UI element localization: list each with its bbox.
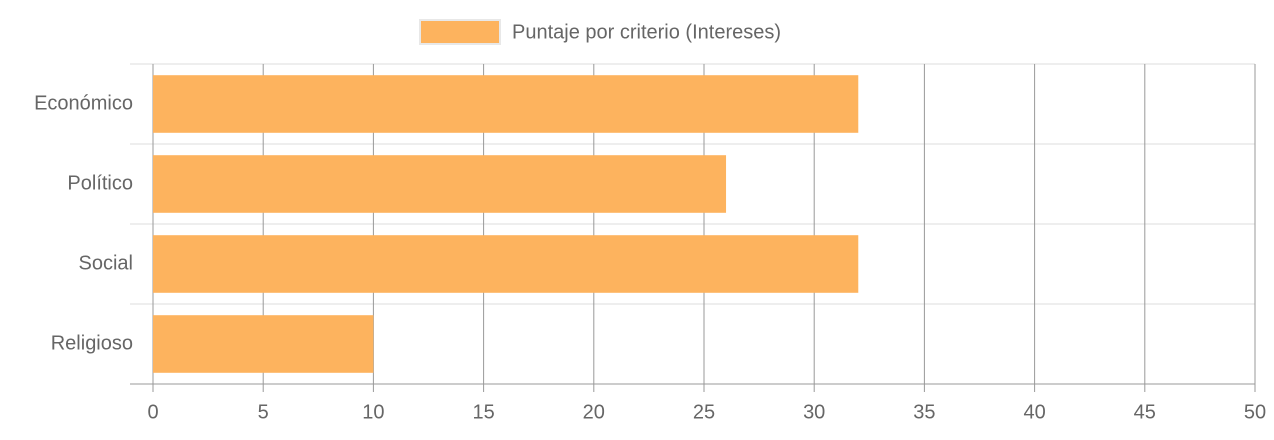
y-tick-label: Político bbox=[67, 172, 133, 194]
x-tick-label: 50 bbox=[1244, 401, 1266, 423]
bar bbox=[153, 235, 859, 293]
legend-label: Puntaje por criterio (Intereses) bbox=[512, 21, 781, 43]
x-tick-label: 40 bbox=[1023, 401, 1045, 423]
x-tick-label: 5 bbox=[258, 401, 269, 423]
x-tick-label: 35 bbox=[913, 401, 935, 423]
x-tick-label: 0 bbox=[147, 401, 158, 423]
x-tick-label: 30 bbox=[803, 401, 825, 423]
bar bbox=[153, 315, 374, 373]
bar bbox=[153, 155, 727, 213]
y-tick-label: Económico bbox=[34, 92, 133, 114]
legend-swatch bbox=[419, 19, 501, 45]
bar bbox=[153, 75, 859, 133]
x-tick-label: 10 bbox=[362, 401, 384, 423]
x-tick-label: 20 bbox=[583, 401, 605, 423]
x-tick-label: 45 bbox=[1134, 401, 1156, 423]
x-tick-label: 15 bbox=[472, 401, 494, 423]
y-tick-label: Social bbox=[79, 252, 133, 274]
y-tick-label: Religioso bbox=[51, 332, 133, 354]
x-tick-label: 25 bbox=[693, 401, 715, 423]
